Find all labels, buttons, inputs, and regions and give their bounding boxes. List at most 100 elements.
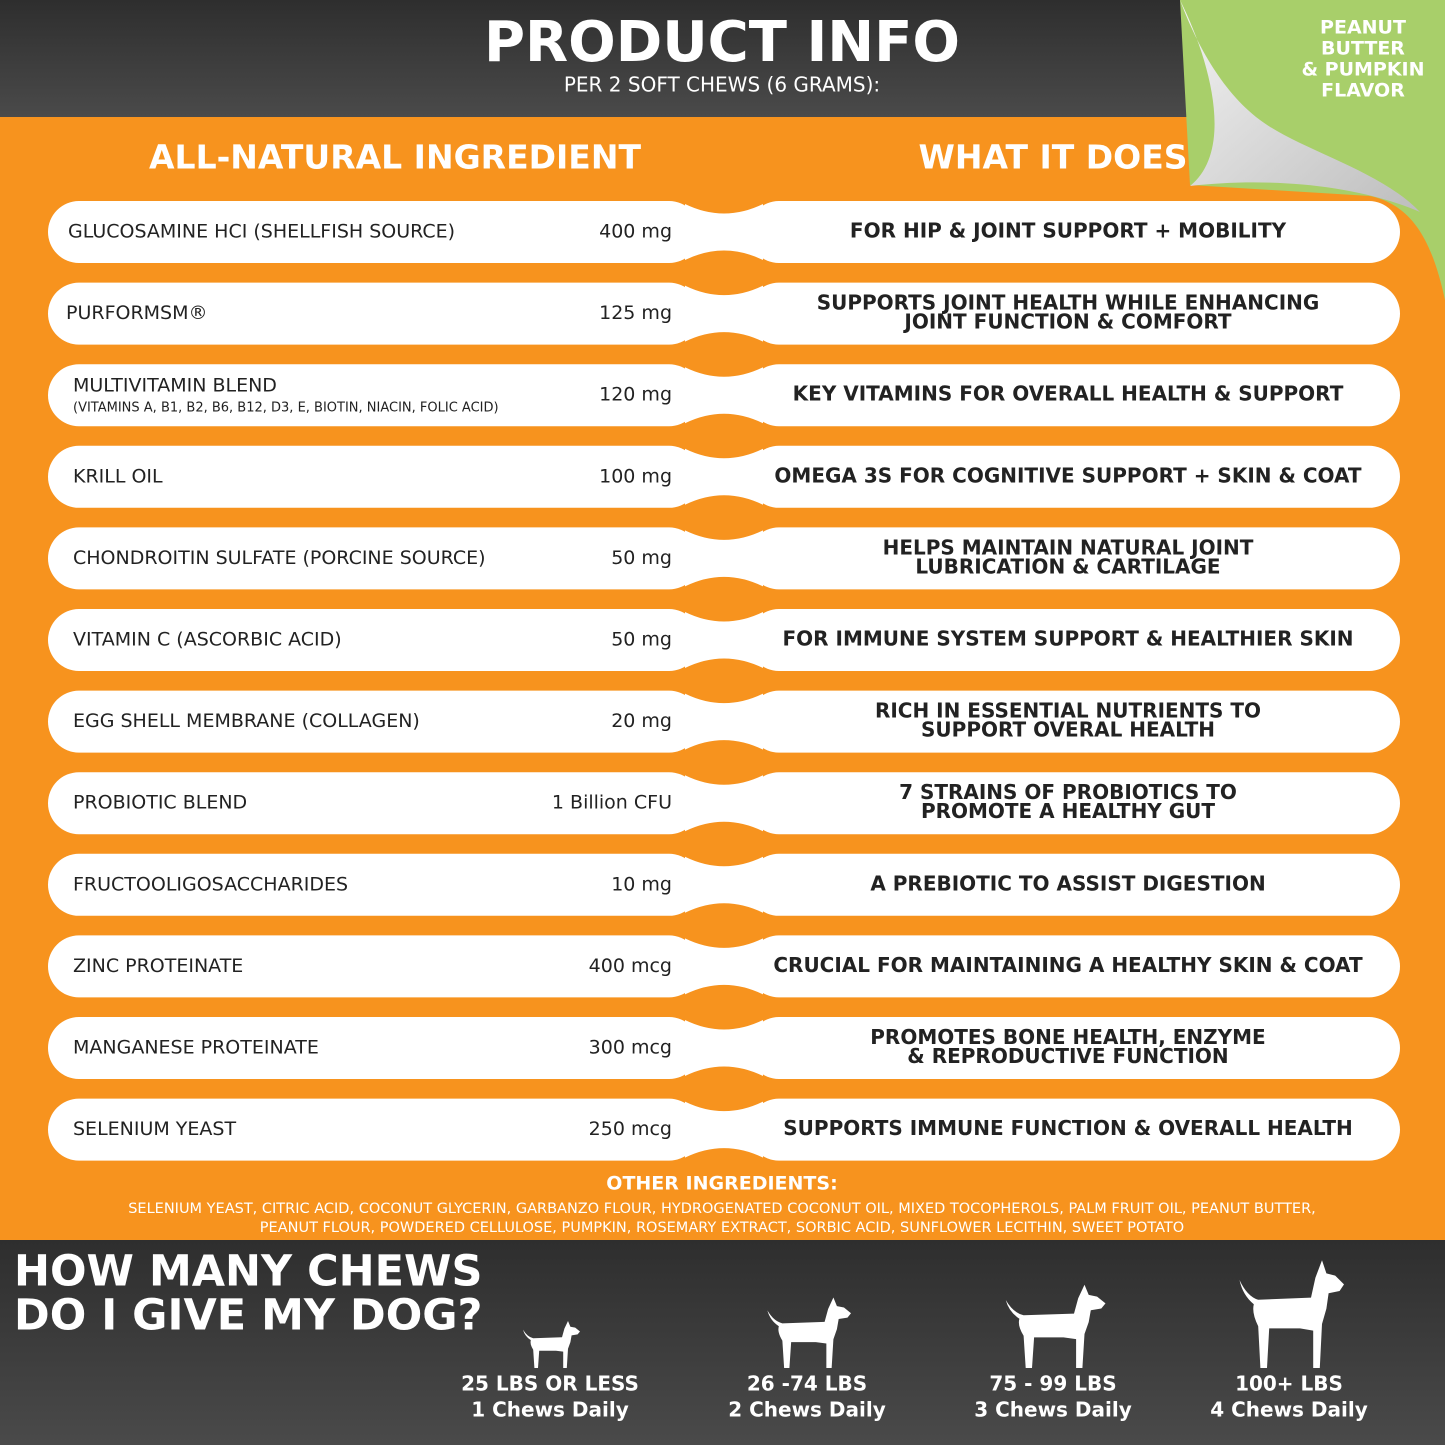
pill-connector: [685, 204, 763, 260]
pill-connector: [685, 285, 763, 342]
ingredient-pill: [48, 445, 700, 508]
does-pill: [748, 690, 1400, 753]
pill-connector: [685, 856, 763, 913]
ingredient-benefit: PROMOTES BONE HEALTH, ENZYME: [870, 1025, 1265, 1049]
ingredient-benefit: 7 STRAINS OF PROBIOTICS TO: [899, 780, 1237, 804]
ingredient-name: FRUCTOOLIGOSACCHARIDES: [73, 873, 348, 895]
flavor-text: BUTTER: [1321, 38, 1405, 60]
ingredient-amount: 50 mg: [611, 547, 672, 569]
ingredient-name: EGG SHELL MEMBRANE (COLLAGEN): [73, 710, 420, 732]
dog-chews: 1 Chews Daily: [471, 1398, 629, 1422]
ingredient-name: VITAMIN C (ASCORBIC ACID): [73, 629, 342, 651]
pill-connector: [685, 693, 763, 750]
does-pill: [748, 201, 1400, 263]
pill-connector: [685, 775, 763, 832]
pill-connector: [685, 448, 763, 505]
flavor-text: & PUMPKIN: [1301, 59, 1424, 81]
does-pill: [748, 1017, 1400, 1079]
dog-icon: [767, 1297, 851, 1368]
title: PRODUCT INFO: [484, 10, 960, 75]
flavor-text: FLAVOR: [1321, 80, 1405, 102]
ingredient-benefit: SUPPORTS JOINT HEALTH WHILE ENHANCING: [817, 291, 1320, 315]
ingredient-benefit: FOR IMMUNE SYSTEM SUPPORT & HEALTHIER SK…: [782, 627, 1353, 651]
footer-bg: [0, 1240, 1445, 1445]
ingredient-pill: [48, 1098, 700, 1161]
ingredient-amount: 125 mg: [599, 302, 672, 324]
does-pill: [748, 282, 1400, 345]
does-pill: [748, 609, 1400, 671]
ingredient-pill: [48, 1017, 700, 1079]
pill-connector: [685, 1101, 763, 1158]
ingredient-pill: [48, 935, 700, 998]
ingredient-amount: 100 mg: [599, 465, 672, 487]
pill-connector: [685, 530, 763, 587]
dog-icon: [1239, 1260, 1344, 1368]
ingredient-benefit: FOR HIP & JOINT SUPPORT + MOBILITY: [850, 219, 1287, 243]
ingredient-benefit: PROMOTE A HEALTHY GUT: [921, 799, 1215, 823]
ingredient-pill: [48, 690, 700, 753]
subtitle: PER 2 SOFT CHEWS (6 GRAMS):: [564, 73, 880, 97]
ingredient-benefit: RICH IN ESSENTIAL NUTRIENTS TO: [875, 699, 1261, 723]
ingredient-benefit: SUPPORT OVERAL HEALTH: [921, 718, 1215, 742]
ingredient-name: CHONDROITIN SULFATE (PORCINE SOURCE): [73, 547, 486, 569]
ingredient-name: MANGANESE PROTEINATE: [73, 1037, 319, 1059]
other-ingredients: PEANUT FLOUR, POWDERED CELLULOSE, PUMPKI…: [260, 1220, 1184, 1236]
does-pill: [748, 772, 1400, 835]
ingredient-benefit: HELPS MAINTAIN NATURAL JOINT: [883, 535, 1254, 559]
dog-chews: 4 Chews Daily: [1210, 1398, 1368, 1422]
dog-weight: 75 - 99 LBS: [989, 1372, 1116, 1396]
ingredient-benefit: KEY VITAMINS FOR OVERALL HEALTH & SUPPOR…: [793, 382, 1344, 406]
page-curl: [1180, 0, 1420, 212]
ingredient-amount: 1 Billion CFU: [552, 792, 672, 814]
pill-connector: [685, 1020, 763, 1076]
ingredient-benefit: SUPPORTS IMMUNE FUNCTION & OVERALL HEALT…: [783, 1116, 1352, 1140]
does-pill: [748, 853, 1400, 916]
ingredient-pill: [48, 282, 700, 345]
ingredient-name: PURFORMSM®: [66, 302, 208, 324]
ingredient-name: ZINC PROTEINATE: [73, 955, 243, 977]
does-pill: [748, 527, 1400, 590]
other-title: OTHER INGREDIENTS:: [606, 1173, 837, 1195]
does-pill: [748, 364, 1400, 427]
dog-weight: 26 -74 LBS: [747, 1372, 867, 1396]
dog-weight: 100+ LBS: [1235, 1372, 1343, 1396]
dog-weight: 25 LBS OR LESS: [461, 1372, 639, 1396]
other-ingredients: SELENIUM YEAST, CITRIC ACID, COCONUT GLY…: [128, 1201, 1316, 1217]
pill-connector: [685, 367, 763, 424]
ingredient-name: PROBIOTIC BLEND: [73, 792, 247, 814]
column-header: WHAT IT DOES: [918, 138, 1187, 177]
ingredient-amount: 50 mg: [611, 629, 672, 651]
ingredient-benefit: CRUCIAL FOR MAINTAINING A HEALTHY SKIN &…: [773, 953, 1363, 977]
does-pill: [748, 445, 1400, 508]
dosage-question: HOW MANY CHEWS: [14, 1247, 482, 1297]
ingredient-benefit: OMEGA 3S FOR COGNITIVE SUPPORT + SKIN & …: [774, 463, 1362, 487]
ingredient-note: (VITAMINS A, B1, B2, B6, B12, D3, E, BIO…: [73, 401, 499, 416]
pill-connector: [685, 938, 763, 995]
dog-icon: [1005, 1284, 1106, 1368]
ingredient-pill: [48, 201, 700, 263]
ingredient-pill: [48, 527, 700, 590]
does-pill: [748, 935, 1400, 998]
ingredient-pill: [48, 609, 700, 671]
dog-icon: [523, 1320, 580, 1368]
ingredient-benefit: & REPRODUCTIVE FUNCTION: [907, 1044, 1228, 1068]
ingredient-name: KRILL OIL: [73, 465, 163, 487]
ingredient-amount: 400 mg: [599, 221, 672, 243]
ingredient-benefit: LUBRICATION & CARTILAGE: [915, 554, 1220, 578]
ingredient-pill: [48, 853, 700, 916]
ingredient-amount: 400 mcg: [589, 955, 672, 977]
ingredient-amount: 120 mg: [599, 384, 672, 406]
pill-connector: [685, 612, 763, 668]
dog-chews: 3 Chews Daily: [974, 1398, 1132, 1422]
ingredient-amount: 20 mg: [611, 710, 672, 732]
ingredient-amount: 10 mg: [611, 873, 672, 895]
ingredient-amount: 300 mcg: [589, 1037, 672, 1059]
ingredient-name: MULTIVITAMIN BLEND: [73, 375, 277, 397]
ingredient-pill: [48, 364, 700, 427]
dosage-question: DO I GIVE MY DOG?: [14, 1291, 483, 1341]
ingredient-pill: [48, 772, 700, 835]
ingredient-amount: 250 mcg: [589, 1118, 672, 1140]
does-pill: [748, 1098, 1400, 1161]
ingredient-name: SELENIUM YEAST: [73, 1118, 236, 1140]
